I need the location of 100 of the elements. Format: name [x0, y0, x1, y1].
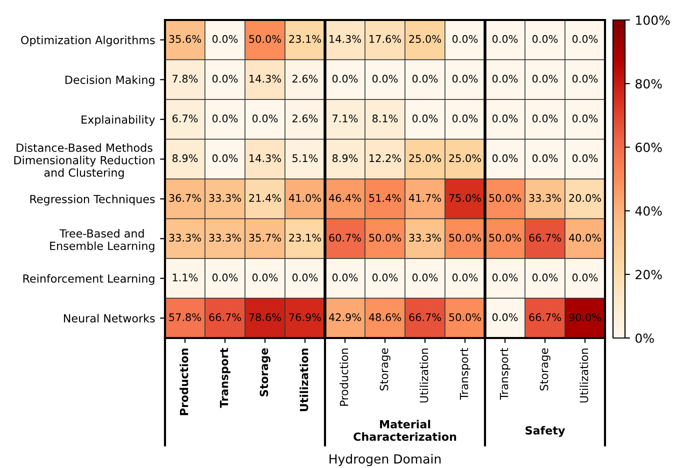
data-label: 35.6% — [169, 35, 201, 43]
data-label: 33.3% — [209, 234, 241, 242]
data-label: 5.1% — [292, 154, 318, 162]
data-label: 7.1% — [332, 114, 358, 122]
data-label: 66.7% — [409, 313, 441, 322]
color-bar-label: 60% — [636, 142, 662, 152]
data-label: 33.3% — [529, 194, 561, 202]
data-label: 66.7% — [529, 234, 561, 242]
data-label: 20.0% — [569, 194, 601, 202]
color-bar-label: 80% — [636, 79, 662, 89]
data-label: 75.0% — [449, 194, 481, 202]
data-label: 23.1% — [289, 35, 321, 43]
data-label: 0.0% — [332, 74, 358, 83]
data-label: 41.7% — [408, 194, 441, 202]
x-tick-label: Transport — [460, 348, 470, 400]
y-tick-label: Optimization Algorithms — [21, 36, 155, 46]
data-label: 0.0% — [532, 74, 558, 83]
text: Material Characterization — [354, 420, 456, 441]
data-label: 2.6% — [292, 74, 318, 83]
x-tick-label: Utilization — [300, 348, 308, 412]
data-label: 51.4% — [369, 194, 401, 202]
data-label: 0.0% — [572, 274, 598, 282]
data-label: 23.1% — [289, 234, 321, 242]
data-label: 36.7% — [169, 194, 201, 202]
y-tick-label: Regression Techniques — [30, 194, 155, 206]
data-label: 17.6% — [370, 35, 401, 43]
data-label: 0.0% — [492, 154, 518, 162]
y-tick-label: Explainability — [82, 115, 155, 126]
x-tick-label: Storage — [380, 348, 390, 390]
data-label: 0.0% — [212, 74, 238, 83]
data-label: 50.0% — [369, 234, 401, 242]
data-label: 0.0% — [212, 154, 238, 162]
data-label: 21.4% — [249, 194, 281, 202]
color-bar-label: 40% — [635, 206, 662, 216]
data-label: 0.0% — [572, 74, 598, 83]
data-label: 0.0% — [252, 274, 278, 282]
data-label: 42.9% — [328, 313, 361, 322]
data-label: 8.9% — [332, 154, 358, 162]
x-tick-label: Storage — [540, 348, 550, 390]
y-tick-label: Tree-Based and Ensemble Learning — [50, 229, 154, 252]
data-label: 33.3% — [209, 194, 241, 202]
data-label: 0.0% — [412, 114, 438, 122]
data-label: 6.7% — [172, 114, 198, 122]
data-label: 66.7% — [209, 313, 241, 322]
data-label: 0.0% — [492, 114, 518, 122]
data-label: 0.0% — [292, 274, 318, 282]
data-label: 7.8% — [172, 74, 198, 83]
y-tick-label: Distance-Based Methods Dimensionality Reduction and Clustering — [14, 143, 154, 179]
data-label: 0.0% — [532, 114, 558, 122]
data-label: 41.0% — [288, 194, 321, 202]
data-label: 2.6% — [292, 114, 318, 122]
data-label: 0.0% — [572, 35, 598, 43]
data-label: 50.0% — [449, 234, 481, 242]
x-axis-title: Hydrogen Domain — [330, 454, 441, 466]
x-tick-label: Utilization — [580, 348, 588, 402]
data-label: 8.1% — [372, 114, 398, 122]
data-label: 0.0% — [452, 35, 478, 43]
data-label: 0.0% — [372, 274, 398, 282]
data-label: 90.0% — [569, 313, 601, 322]
data-label: 1.1% — [172, 274, 198, 282]
data-label: 8.9% — [172, 154, 198, 162]
data-label: 0.0% — [532, 274, 558, 282]
y-tick-label: Reinforcement Learning — [23, 274, 154, 285]
data-label: 0.0% — [452, 274, 478, 282]
x-tick-label: Utilization — [420, 348, 428, 402]
x-tick-label: Production — [180, 348, 188, 416]
x-tick-label: Transport — [500, 348, 510, 400]
data-label: 0.0% — [412, 74, 438, 83]
x-tick-label: Transport — [220, 348, 230, 408]
data-label: 12.2% — [370, 154, 401, 162]
data-label: 0.0% — [452, 114, 478, 122]
color-bar-label: 0% — [636, 333, 654, 343]
data-label: 40.0% — [568, 234, 601, 242]
data-label: 33.3% — [409, 234, 441, 242]
data-label: 14.3% — [330, 35, 361, 43]
data-label: 25.0% — [409, 154, 441, 162]
data-label: 46.4% — [328, 194, 361, 202]
data-label: 76.9% — [289, 313, 321, 322]
data-label: 35.7% — [249, 234, 281, 242]
data-label: 0.0% — [572, 114, 598, 122]
data-label: 0.0% — [372, 74, 398, 83]
data-label: 57.8% — [169, 313, 201, 322]
data-label: 33.3% — [169, 234, 201, 242]
color-bar-label: 100% — [636, 15, 670, 25]
data-label: 50.0% — [249, 35, 281, 43]
data-label: 0.0% — [212, 274, 238, 282]
data-label: 0.0% — [452, 74, 478, 83]
data-label: 0.0% — [412, 274, 438, 282]
data-label: 60.7% — [329, 234, 361, 242]
data-label: 0.0% — [572, 154, 598, 162]
y-tick-label: Neural Networks — [64, 314, 155, 323]
data-label: 0.0% — [252, 114, 278, 122]
data-label: 0.0% — [212, 35, 238, 43]
x-tick-label: Production — [340, 348, 348, 406]
data-label: 25.0% — [449, 154, 481, 162]
data-label: 14.3% — [250, 154, 281, 162]
data-label: 0.0% — [492, 313, 518, 322]
data-label: 0.0% — [212, 114, 238, 122]
data-label: 14.3% — [250, 74, 281, 83]
data-label: 66.7% — [529, 313, 561, 322]
